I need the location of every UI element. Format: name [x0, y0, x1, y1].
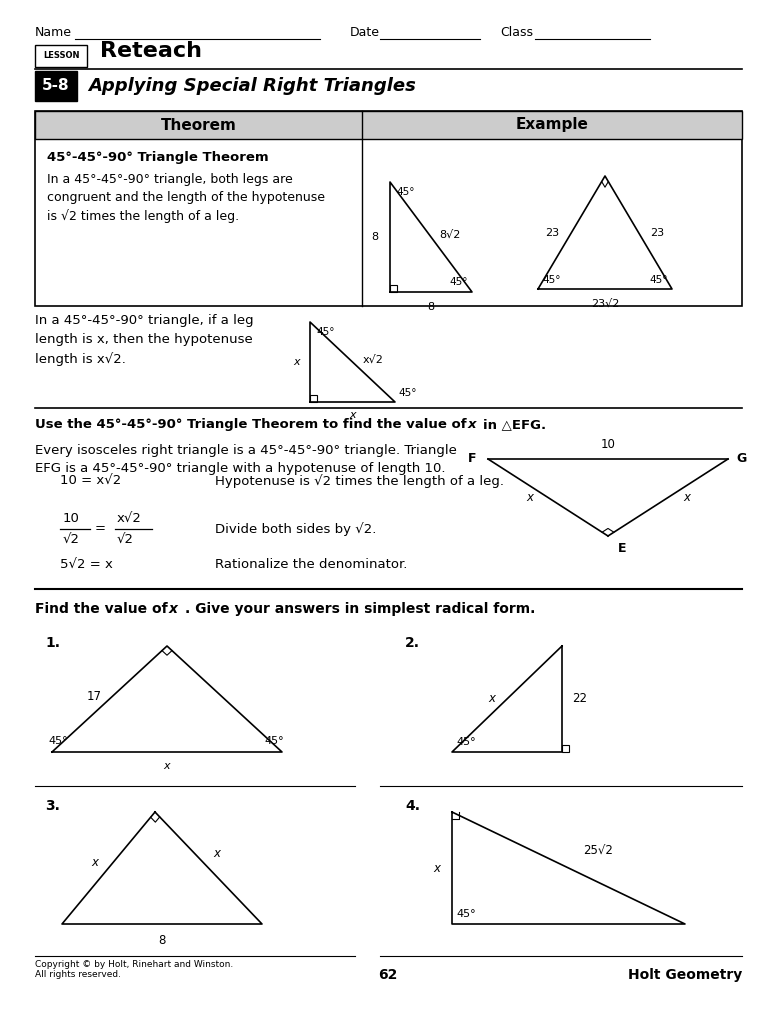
Text: x: x	[488, 692, 495, 706]
Text: In a 45°-45°-90° triangle, if a leg
length is x, then the hypotenuse
length is x: In a 45°-45°-90° triangle, if a leg leng…	[35, 314, 253, 367]
Text: 45°: 45°	[48, 736, 68, 746]
Bar	[35, 71, 77, 101]
Text: Holt Geometry: Holt Geometry	[628, 968, 742, 982]
Text: 5-8: 5-8	[42, 79, 70, 93]
Text: 23: 23	[650, 227, 664, 238]
Text: 4.: 4.	[405, 799, 420, 813]
Text: F: F	[468, 453, 476, 466]
Text: In a 45°-45°-90° triangle, both legs are
congruent and the length of the hypoten: In a 45°-45°-90° triangle, both legs are…	[47, 173, 325, 223]
Text: 45°: 45°	[456, 909, 476, 919]
Text: x: x	[433, 861, 440, 874]
Text: Use the 45°-45°-90° Triangle Theorem to find the value of: Use the 45°-45°-90° Triangle Theorem to …	[35, 418, 467, 431]
Text: Find the value of: Find the value of	[35, 602, 172, 616]
Text: x: x	[214, 847, 221, 860]
Text: 22: 22	[572, 692, 587, 706]
Text: Divide both sides by √2.: Divide both sides by √2.	[215, 522, 376, 536]
Text: √2: √2	[63, 534, 80, 546]
Text: . Give your answers in simplest radical form.: . Give your answers in simplest radical …	[185, 602, 535, 616]
Text: 8√2: 8√2	[439, 230, 461, 240]
Bar	[35, 45, 87, 67]
Text: 25√2: 25√2	[584, 845, 613, 858]
Text: 8: 8	[159, 934, 166, 947]
Text: 8: 8	[371, 232, 378, 242]
Bar	[35, 111, 742, 139]
Text: x√2: x√2	[117, 512, 142, 525]
Text: 23: 23	[545, 227, 559, 238]
Text: x: x	[349, 410, 356, 420]
Text: 45°: 45°	[264, 736, 284, 746]
Text: x: x	[294, 357, 300, 367]
Text: x: x	[169, 602, 178, 616]
Text: 17: 17	[86, 689, 102, 702]
Text: E: E	[618, 542, 626, 555]
Bar	[35, 111, 742, 306]
Text: 10 = x√2: 10 = x√2	[60, 474, 121, 487]
Text: LESSON: LESSON	[43, 51, 79, 60]
Text: Every isosceles right triangle is a 45°-45°-90° triangle. Triangle
EFG is a 45°-: Every isosceles right triangle is a 45°-…	[35, 444, 457, 475]
Text: x: x	[164, 761, 170, 771]
Text: 45°: 45°	[398, 388, 416, 398]
Text: Rationalize the denominator.: Rationalize the denominator.	[215, 558, 407, 571]
Text: 45°: 45°	[650, 275, 668, 285]
Text: x√2: x√2	[363, 355, 383, 365]
Text: 45°: 45°	[456, 737, 476, 746]
Text: Example: Example	[516, 118, 588, 132]
Text: x: x	[468, 418, 476, 431]
Text: Copyright © by Holt, Rinehart and Winston.
All rights reserved.: Copyright © by Holt, Rinehart and Winsto…	[35, 959, 233, 979]
Text: 45°: 45°	[542, 275, 560, 285]
Text: 45°: 45°	[316, 327, 335, 337]
Text: 8: 8	[427, 302, 434, 312]
Text: 23√2: 23√2	[591, 299, 619, 309]
Text: √2: √2	[117, 534, 134, 546]
Text: 10: 10	[63, 512, 80, 525]
Text: x: x	[92, 856, 99, 869]
Text: 45°-45°-90° Triangle Theorem: 45°-45°-90° Triangle Theorem	[47, 151, 269, 164]
Text: 5√2 = x: 5√2 = x	[60, 558, 113, 571]
Text: Hypotenuse is √2 times the length of a leg.: Hypotenuse is √2 times the length of a l…	[215, 474, 504, 487]
Text: 45°: 45°	[396, 187, 414, 197]
Text: =: =	[95, 522, 106, 536]
Text: Theorem: Theorem	[161, 118, 236, 132]
Text: 10: 10	[601, 438, 615, 451]
Text: Applying Special Right Triangles: Applying Special Right Triangles	[88, 77, 416, 95]
Text: 62: 62	[378, 968, 398, 982]
Text: x: x	[683, 490, 690, 504]
Text: x: x	[526, 490, 533, 504]
Text: in △EFG.: in △EFG.	[483, 418, 546, 431]
Text: Date: Date	[350, 26, 380, 39]
Text: Reteach: Reteach	[100, 41, 202, 61]
Text: G: G	[736, 453, 746, 466]
Text: 45°: 45°	[450, 278, 468, 287]
Text: 2.: 2.	[405, 636, 420, 650]
Text: 3.: 3.	[45, 799, 60, 813]
Text: Name: Name	[35, 26, 72, 39]
Text: 1.: 1.	[45, 636, 60, 650]
Text: Class: Class	[500, 26, 533, 39]
